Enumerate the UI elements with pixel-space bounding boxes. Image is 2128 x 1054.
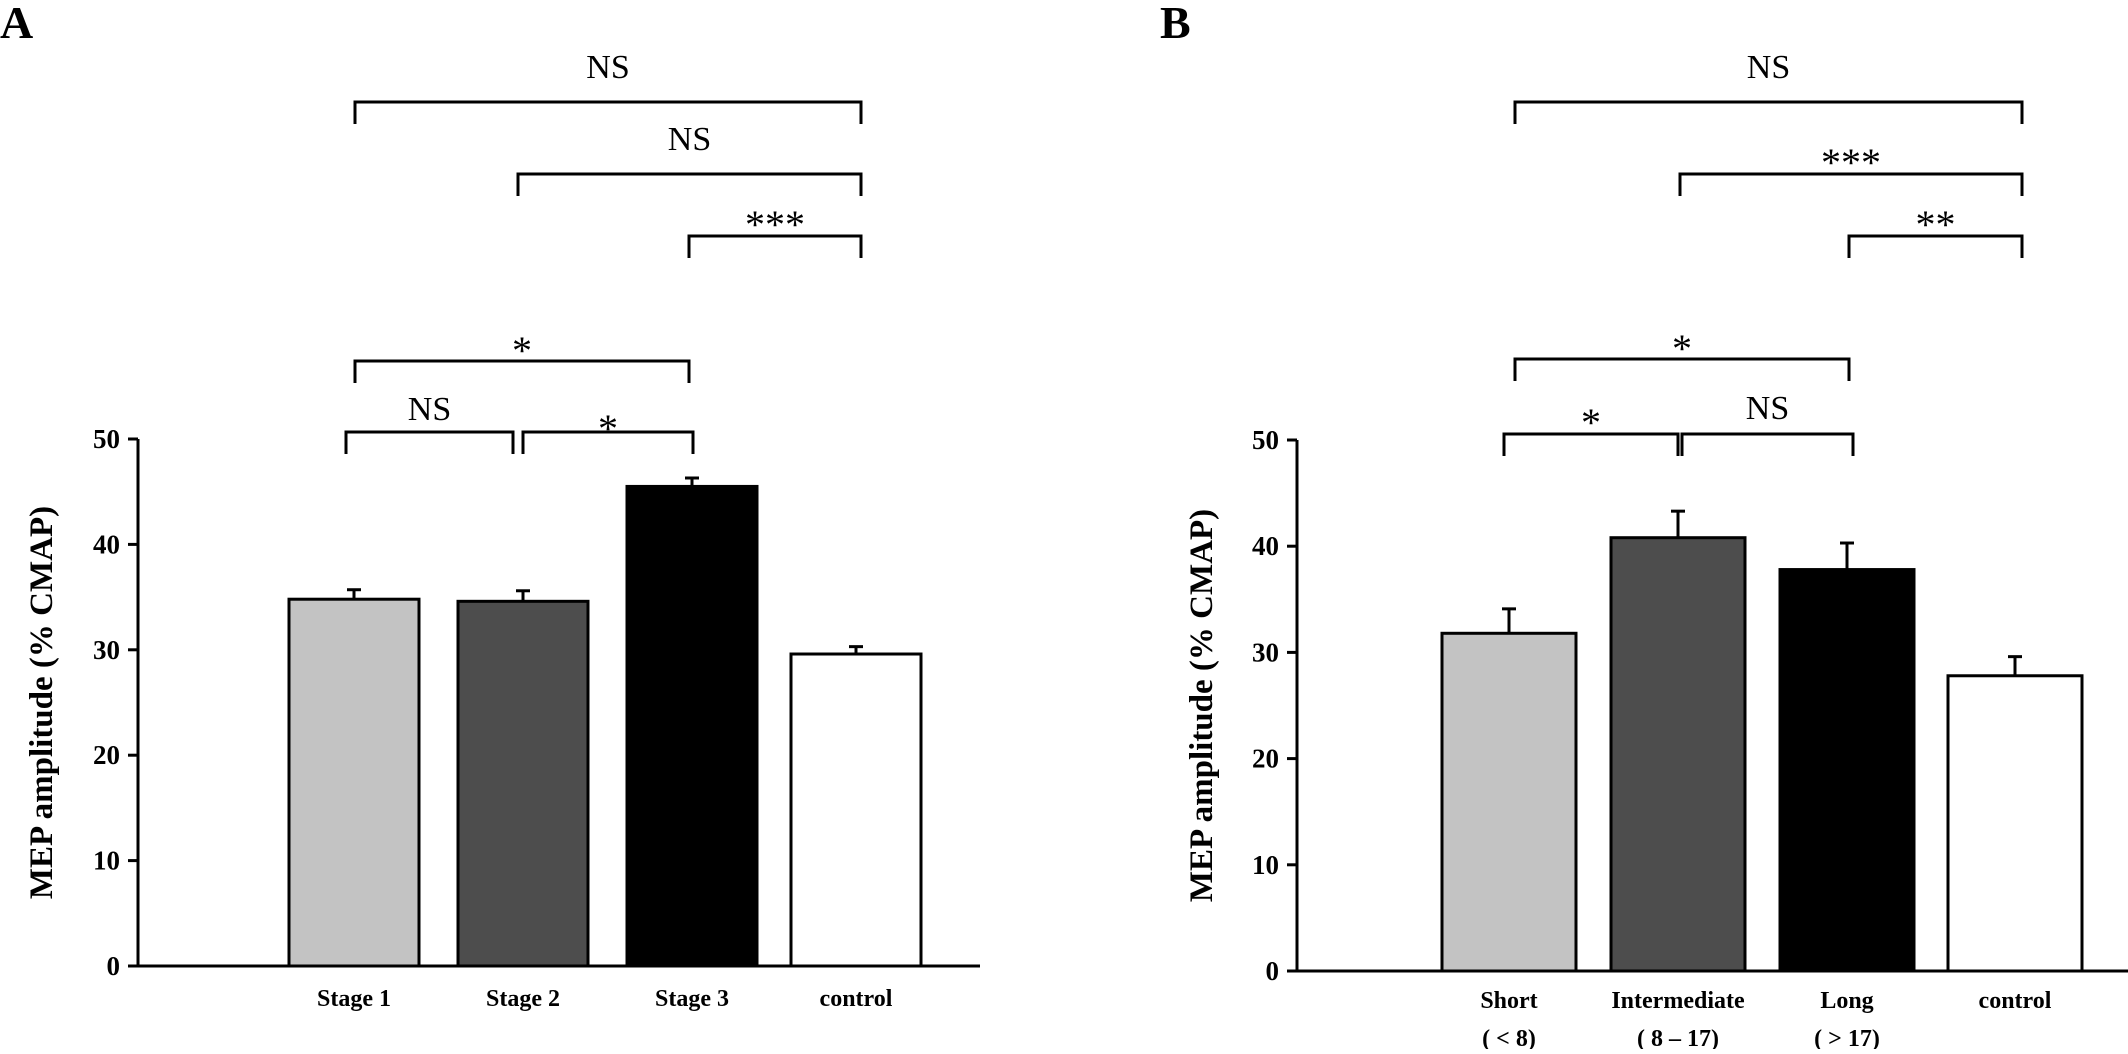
panel-a: A MEP amplitude (% CMAP) 0 10 20 30 40 50 Stage … [0, 0, 980, 1012]
category-label-2: Stage 2 [486, 986, 560, 1012]
y-tick-label: 50 [1252, 425, 1279, 455]
category-label-3: Long [1820, 988, 1873, 1014]
category-label-1-sub: ( < 8) [1482, 1026, 1536, 1049]
category-label-2: Intermediate [1611, 988, 1745, 1014]
y-tick-label: 10 [1252, 850, 1279, 880]
category-label-3: Stage 3 [655, 986, 729, 1012]
y-tick-label: 20 [1252, 744, 1279, 774]
bar-4 [789, 652, 923, 968]
significance-label-4: * [512, 328, 532, 373]
significance-bracket-3 [687, 234, 863, 258]
bar-4 [1946, 674, 2084, 973]
category-label-3-sub: ( > 17) [1814, 1026, 1880, 1049]
significance-label-4: * [1672, 326, 1692, 371]
y-tick-label: 20 [93, 740, 120, 770]
significance-label-3: ** [1916, 202, 1956, 247]
significance-label-5: NS [408, 391, 451, 428]
category-label-1: Stage 1 [317, 986, 391, 1012]
significance-label-2: *** [1821, 140, 1881, 185]
panel-letter: B [1160, 0, 1191, 48]
y-tick-label: 0 [107, 951, 121, 981]
significance-label-1: NS [1747, 49, 1790, 86]
y-tick-label: 40 [93, 529, 120, 559]
significance-bracket-5 [344, 430, 515, 454]
category-label-1: Short [1480, 988, 1537, 1014]
significance-bracket-4 [353, 359, 691, 383]
panel-letter: A [0, 0, 33, 48]
bar-2 [1609, 536, 1747, 973]
category-label-4: control [820, 986, 893, 1012]
significance-bracket-6 [1680, 432, 1855, 456]
panel-b: B MEP amplitude (% CMAP) 0 10 20 30 40 50 Short (… [1160, 0, 2128, 1052]
significance-label-6: * [598, 406, 618, 451]
significance-bracket-2 [1678, 172, 2024, 196]
significance-label-2: NS [668, 121, 711, 158]
bar-3 [625, 484, 759, 968]
y-tick-label: 30 [93, 635, 120, 665]
significance-bracket-5 [1502, 432, 1680, 456]
significance-bracket-1 [1513, 100, 2024, 124]
significance-bracket-3 [1847, 234, 2024, 258]
significance-label-6: NS [1746, 390, 1789, 427]
y-tick-label: 0 [1266, 956, 1280, 986]
y-tick-label: 50 [93, 424, 120, 454]
y-axis-label: MEP amplitude (% CMAP) [24, 506, 60, 899]
y-axis-label: MEP amplitude (% CMAP) [1184, 509, 1220, 902]
significance-label-3: *** [745, 202, 805, 247]
y-tick-label: 10 [93, 846, 120, 876]
significance-label-1: NS [586, 49, 629, 86]
significance-bracket-1 [353, 100, 863, 124]
significance-label-5: * [1581, 400, 1601, 445]
y-tick-label: 30 [1252, 637, 1279, 667]
significance-bracket-6 [521, 430, 695, 454]
category-label-4: control [1979, 988, 2052, 1014]
bar-3 [1778, 568, 1916, 973]
bar-2 [456, 599, 590, 968]
bar-1 [287, 597, 421, 968]
y-tick-label: 40 [1252, 531, 1279, 561]
significance-bracket-4 [1513, 357, 1851, 381]
bar-1 [1440, 631, 1578, 973]
significance-bracket-2 [516, 172, 863, 196]
category-label-2-sub: ( 8 – 17) [1637, 1026, 1719, 1049]
